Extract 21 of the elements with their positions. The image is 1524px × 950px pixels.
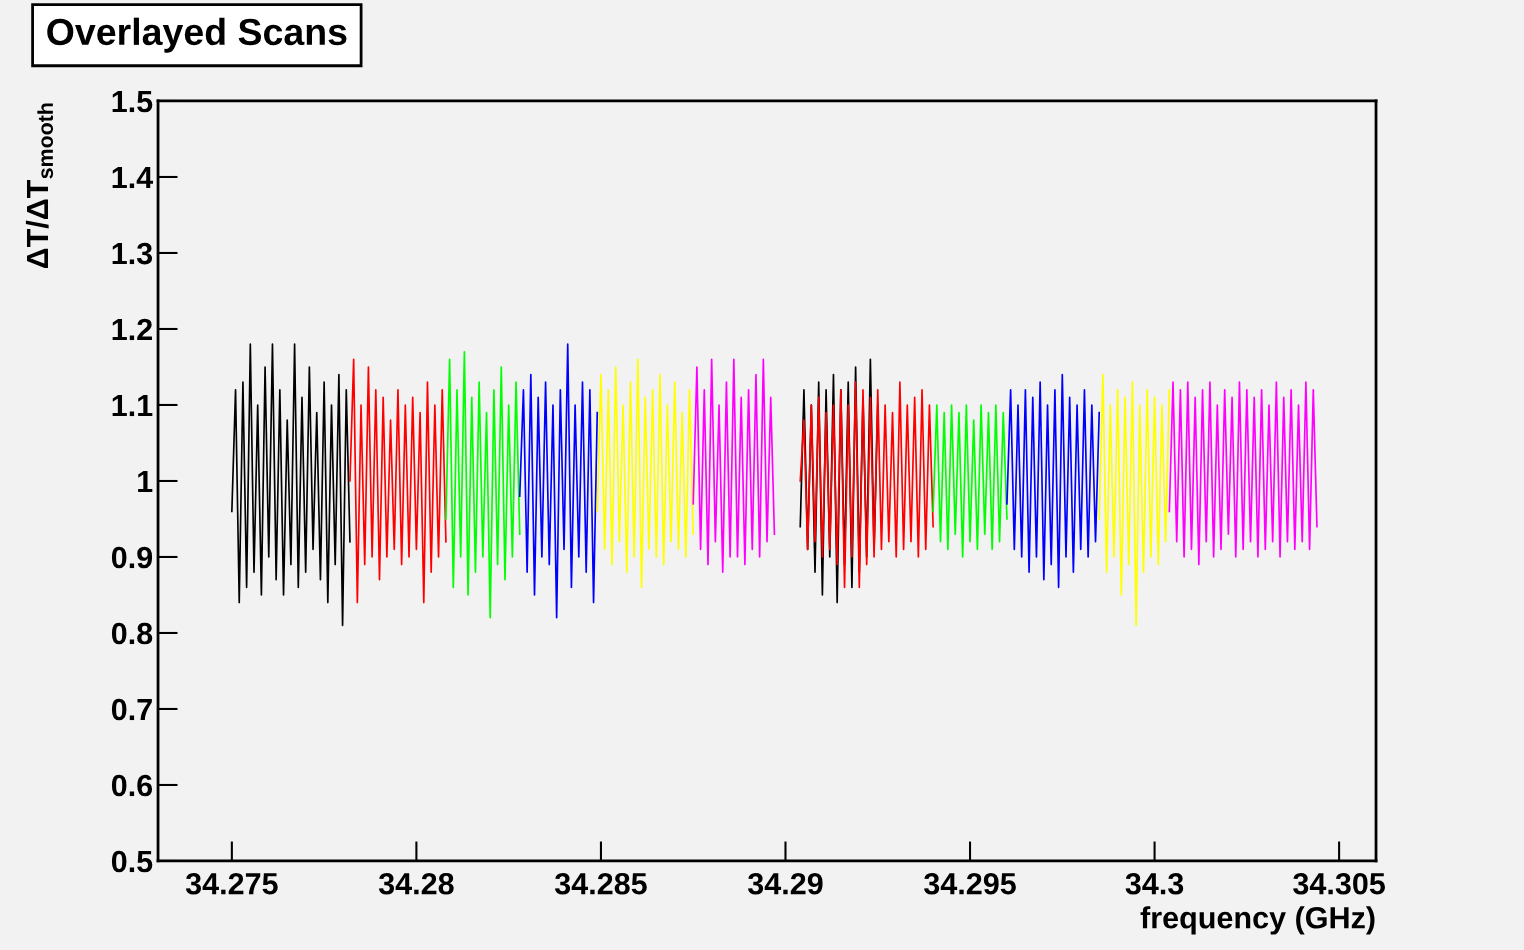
x-tick-label: 34.285 (554, 872, 647, 895)
x-tick-label: 34.305 (1293, 872, 1385, 895)
y-tick-label: 0.9 (111, 546, 153, 569)
y-tick-label: 0.7 (111, 698, 152, 721)
x-tick-label: 34.28 (378, 872, 454, 895)
x-tick-label: 34.295 (924, 872, 1016, 895)
x-axis-title: frequency (GHz) (1140, 906, 1375, 935)
x-tick-label: 34.3 (1125, 872, 1184, 895)
x-tick-label: 34.29 (747, 872, 823, 895)
y-tick-label: 1.5 (112, 91, 153, 113)
y-tick-label: 1.2 (112, 318, 152, 341)
y-tick-label: 0.8 (111, 622, 153, 645)
y-tick-label: 1.3 (112, 242, 153, 265)
y-tick-label: 0.6 (111, 774, 153, 797)
y-axis-title: ΔT/ΔT$_{smooth}$ (25, 103, 54, 269)
y-tick-label: 1 (138, 471, 153, 493)
y-tick-label: 0.5 (111, 850, 153, 873)
y-tick-label: 1.4 (112, 167, 154, 189)
y-tick-label: 1.1 (112, 395, 153, 417)
chart-title: Overlayed Scans (47, 17, 347, 53)
x-tick-label: 34.275 (185, 872, 278, 895)
